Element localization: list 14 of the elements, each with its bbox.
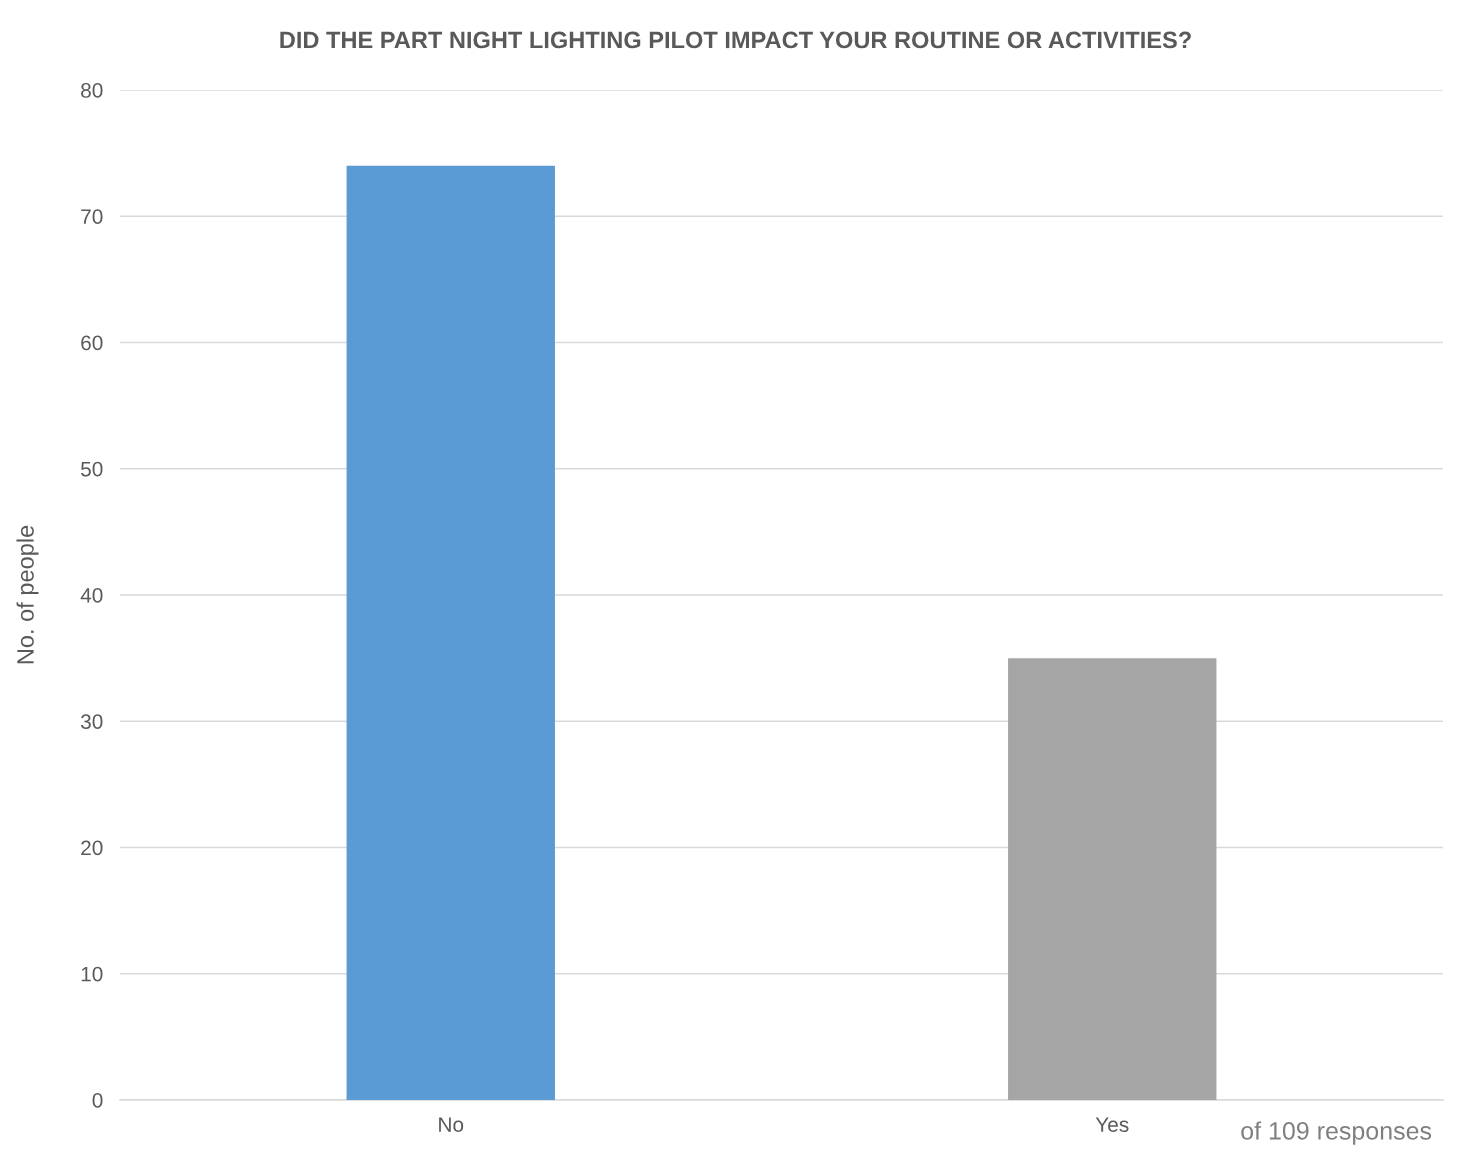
y-tick-label: 80 xyxy=(81,83,103,98)
y-tick-label: 30 xyxy=(80,714,103,729)
y-axis-title: No. of people xyxy=(16,525,39,664)
x-tick-label: Yes xyxy=(1095,1117,1129,1132)
y-tick-label: 10 xyxy=(81,966,103,982)
x-tick-label: No xyxy=(439,1117,464,1132)
y-tick-label: 20 xyxy=(81,840,103,856)
y-tick-label: 0 xyxy=(92,1093,103,1108)
y-tick-label: 70 xyxy=(81,209,103,224)
y-tick-label: 50 xyxy=(81,461,103,477)
y-tick-label: 40 xyxy=(80,588,103,603)
text: of 109 responses xyxy=(1241,1121,1432,1145)
y-tick-label: 60 xyxy=(81,335,103,351)
chart-title: DID THE PART NIGHT LIGHTING PILOT IMPACT YOUR ROUTINE OR ACTIVITIES? xyxy=(280,31,1191,49)
